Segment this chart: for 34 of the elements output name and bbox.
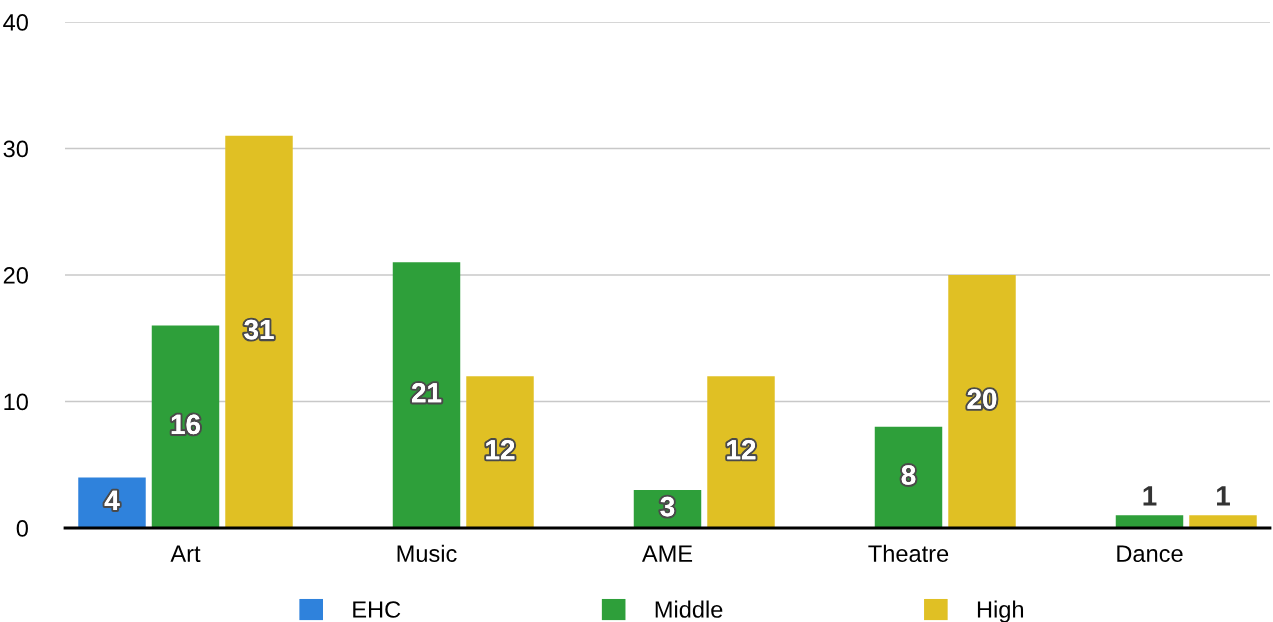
y-tick-label: 0	[16, 520, 28, 537]
data-label: 12	[486, 439, 515, 460]
data-label: 20	[967, 389, 997, 409]
data-label: 21	[412, 382, 442, 403]
y-tick-label: 10	[4, 393, 28, 411]
data-label: 12	[727, 439, 756, 460]
x-tick-label: Dance	[1117, 545, 1183, 563]
bar	[707, 376, 775, 528]
x-tick-label: AME	[641, 545, 693, 562]
legend-label: Middle	[655, 600, 723, 618]
bar	[392, 262, 461, 528]
bar	[151, 325, 220, 528]
data-label: 8	[901, 465, 916, 485]
bar	[874, 426, 943, 528]
y-tick-label: 40	[3, 14, 28, 31]
bar	[225, 135, 293, 528]
data-label: 4	[104, 490, 120, 510]
bar	[948, 275, 1016, 528]
data-label: 1	[1217, 486, 1230, 506]
data-label: 16	[171, 414, 200, 435]
legend-label: EHC	[353, 601, 401, 618]
x-tick-label: Music	[397, 544, 457, 563]
data-label: 1	[1143, 486, 1157, 506]
bar	[466, 376, 534, 528]
bar	[1115, 515, 1184, 528]
y-tick-label: 30	[3, 140, 28, 158]
data-label: 31	[244, 319, 274, 340]
x-tick-label: Art	[170, 545, 201, 562]
bar	[1189, 515, 1257, 528]
y-tick-label: 20	[3, 267, 28, 284]
x-tick-label: Theatre	[868, 544, 949, 563]
data-label: 3	[660, 496, 675, 517]
bar	[78, 477, 146, 528]
legend-label: High	[977, 600, 1024, 622]
